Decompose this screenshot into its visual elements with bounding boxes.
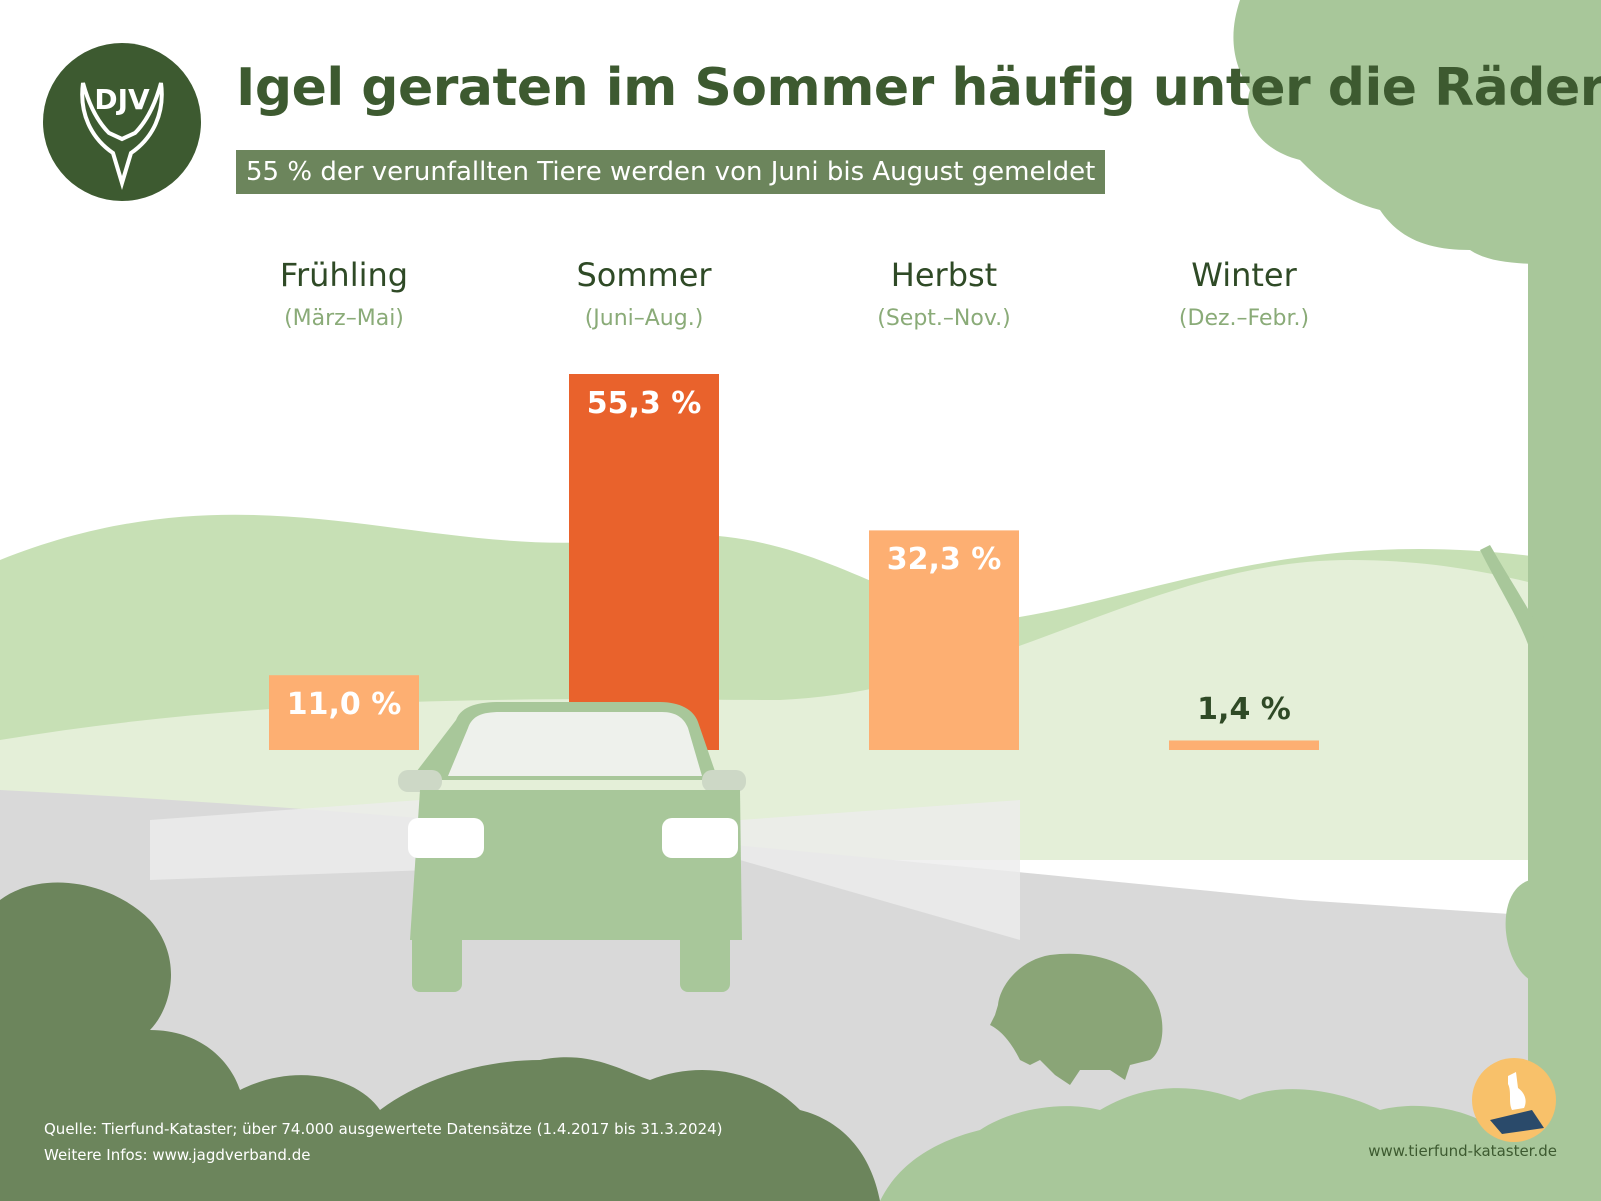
bar-value-label: 11,0 % bbox=[286, 687, 402, 723]
left-bush bbox=[0, 882, 880, 1201]
stag-antler-icon bbox=[80, 82, 164, 190]
right-bush bbox=[880, 1088, 1601, 1201]
season-range: (Sept.–Nov.) bbox=[877, 306, 1011, 331]
bar-value-label: 32,3 % bbox=[886, 542, 1002, 578]
car-icon bbox=[398, 702, 746, 992]
bar-frühling bbox=[269, 675, 419, 750]
info-link[interactable]: Weitere Infos: www.jagdverband.de bbox=[44, 1146, 311, 1164]
near-hill bbox=[0, 560, 1560, 860]
source-note: Quelle: Tierfund-Kataster; über 74.000 a… bbox=[44, 1120, 723, 1138]
bar-chart bbox=[269, 374, 1319, 750]
season-range: (Juni–Aug.) bbox=[584, 306, 704, 331]
djv-logo: DJV bbox=[43, 43, 201, 201]
bar-winter bbox=[1169, 740, 1319, 750]
logo-text: DJV bbox=[94, 83, 150, 116]
season-label-sommer: Sommer (Juni–Aug.) bbox=[514, 256, 774, 331]
bar-herbst bbox=[869, 530, 1019, 750]
season-range: (März–Mai) bbox=[284, 306, 404, 331]
footer: Quelle: Tierfund-Kataster; über 74.000 a… bbox=[44, 1116, 723, 1168]
season-label-fruehling: Frühling (März–Mai) bbox=[214, 256, 474, 331]
bar-value-label: 55,3 % bbox=[586, 386, 702, 421]
season-name: Winter bbox=[1191, 256, 1297, 294]
season-name: Frühling bbox=[279, 256, 409, 294]
season-name: Sommer bbox=[576, 256, 712, 294]
deer-badge-icon bbox=[1490, 1072, 1544, 1134]
website-link[interactable]: www.tierfund-kataster.de bbox=[1368, 1142, 1557, 1160]
bar-value-label: 1,4 % bbox=[1197, 692, 1291, 728]
tree-icon bbox=[1233, 0, 1601, 1201]
subtitle-banner: 55 % der verunfallten Tiere werden von J… bbox=[236, 150, 1106, 194]
headlight-glow-right bbox=[740, 800, 1020, 940]
season-range: (Dez.–Febr.) bbox=[1178, 306, 1310, 331]
season-name: Herbst bbox=[890, 256, 998, 294]
season-label-herbst: Herbst (Sept.–Nov.) bbox=[814, 256, 1074, 331]
page-title: Igel geraten im Sommer häufig unter die … bbox=[236, 58, 1601, 118]
bar-sommer bbox=[569, 374, 719, 750]
deer-badge-icon bbox=[1472, 1058, 1556, 1142]
subtitle: 55 % der verunfallten Tiere werden von J… bbox=[246, 157, 1096, 187]
season-label-winter: Winter (Dez.–Febr.) bbox=[1114, 256, 1374, 331]
hedgehog-icon bbox=[990, 953, 1163, 1085]
headlight-glow bbox=[150, 800, 430, 880]
